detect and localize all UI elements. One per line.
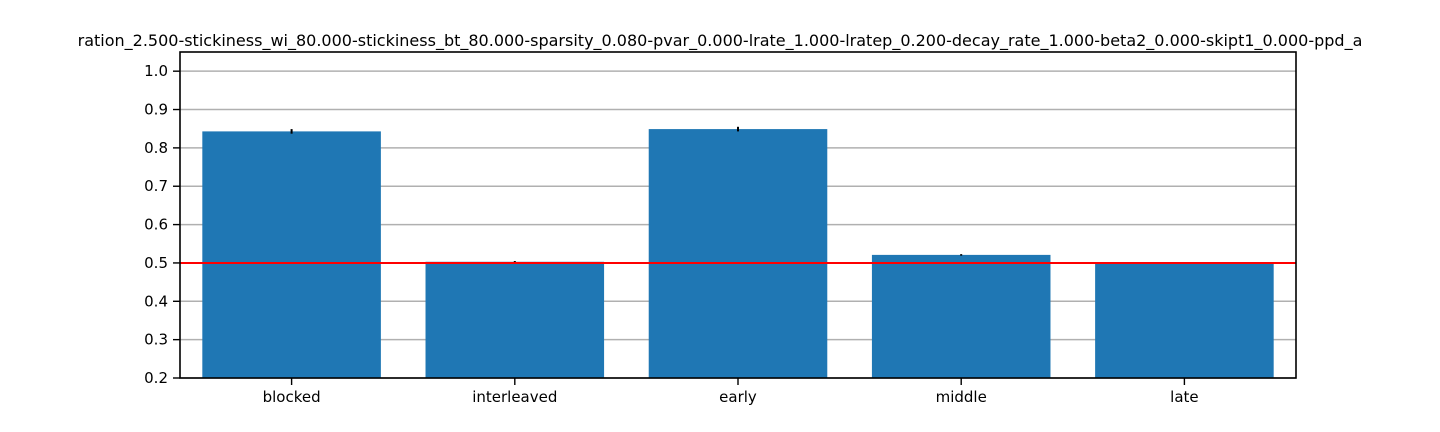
x-tick-label-interleaved: interleaved xyxy=(472,388,557,406)
y-axis-ticks: 0.2 0.3 0.4 0.5 0.6 0.7 0.8 0.9 1.0 xyxy=(144,62,180,387)
bars xyxy=(202,129,1274,378)
y-tick-label: 0.2 xyxy=(144,369,168,387)
chart-title: ration_2.500-stickiness_wi_80.000-sticki… xyxy=(78,31,1363,51)
bar-interleaved xyxy=(425,261,605,378)
bar-late xyxy=(1095,262,1274,378)
bar-middle xyxy=(871,254,1051,378)
y-tick-label: 0.5 xyxy=(144,254,168,272)
y-tick-label: 0.3 xyxy=(144,331,168,349)
y-tick-label: 0.9 xyxy=(144,101,168,119)
y-tick-label: 1.0 xyxy=(144,62,168,80)
x-tick-label-middle: middle xyxy=(936,388,987,406)
y-tick-label: 0.8 xyxy=(144,139,168,157)
y-tick-label: 0.7 xyxy=(144,177,168,195)
x-tick-label-blocked: blocked xyxy=(263,388,321,406)
x-axis-ticks: blocked interleaved early middle late xyxy=(263,378,1199,406)
x-tick-label-late: late xyxy=(1170,388,1198,406)
x-tick-label-early: early xyxy=(719,388,757,406)
y-tick-label: 0.4 xyxy=(144,292,168,310)
bar-early xyxy=(648,129,828,378)
bar-blocked xyxy=(202,131,381,378)
y-tick-label: 0.6 xyxy=(144,216,168,234)
